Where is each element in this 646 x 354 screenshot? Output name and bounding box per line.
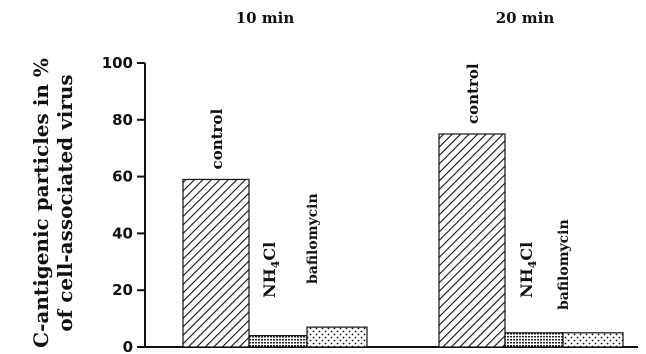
bar-20min-2 <box>562 332 624 348</box>
y-axis-title-line2: of cell-associated virus <box>53 74 77 331</box>
y-tick-label: 80 <box>112 111 133 129</box>
y-tick-label: 40 <box>112 224 133 242</box>
bar-label: bafilomycin <box>305 193 321 284</box>
y-tick-label: 0 <box>123 338 133 354</box>
bar-label: control <box>208 109 226 170</box>
bar-10min-2 <box>306 326 368 348</box>
bar-20min-1 <box>504 332 564 348</box>
bar-label: bafilomycin <box>556 219 572 310</box>
bar-20min-0 <box>438 133 506 348</box>
bar-10min-1 <box>248 335 308 348</box>
bar-groups <box>182 133 624 348</box>
bar-label: control <box>464 63 482 124</box>
y-tick-label: 100 <box>102 54 133 72</box>
bar-10min-0 <box>182 178 250 348</box>
y-axis-ticks: 0 20 40 60 80 100 <box>102 54 145 354</box>
bar-label: NH4Cl <box>260 242 282 298</box>
bar-label: NH4Cl <box>517 242 539 298</box>
bar-labels: 10 min control NH4Cl bafilomycin 20 min contr… <box>208 9 572 310</box>
y-axis-title-line1: C-antigenic particles in % <box>29 58 53 348</box>
group-title: 10 min <box>236 9 295 27</box>
group-title: 20 min <box>496 9 555 27</box>
y-tick-label: 60 <box>112 168 133 186</box>
y-tick-label: 20 <box>112 281 133 299</box>
